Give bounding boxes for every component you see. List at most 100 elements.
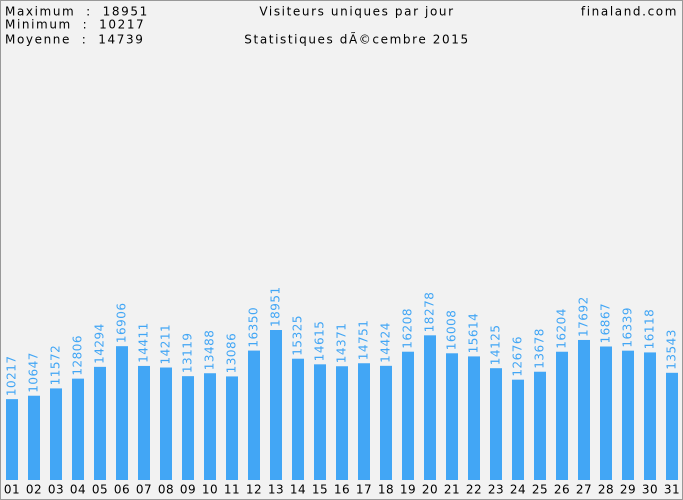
- value-label: 13678: [533, 328, 547, 369]
- x-tick-label: 31: [664, 483, 680, 497]
- bar: [160, 367, 172, 480]
- value-label: 18278: [423, 292, 437, 333]
- bar: [50, 388, 62, 480]
- site-name: finaland.com: [581, 5, 678, 19]
- x-tick-label: 29: [620, 483, 636, 497]
- value-label: 12676: [511, 336, 525, 377]
- bar: [578, 339, 590, 480]
- x-tick-label: 15: [312, 483, 328, 497]
- x-tick-label: 16: [334, 483, 350, 497]
- bar: [380, 365, 392, 480]
- value-label: 11572: [49, 345, 63, 386]
- x-tick-label: 17: [356, 483, 372, 497]
- bar: [138, 365, 150, 480]
- bar: [182, 376, 194, 480]
- value-label: 14125: [489, 325, 503, 366]
- value-label: 14615: [313, 321, 327, 362]
- x-tick-label: 08: [158, 483, 174, 497]
- value-label: 16208: [401, 308, 415, 349]
- value-label: 16350: [247, 307, 261, 348]
- x-tick-label: 04: [70, 483, 86, 497]
- value-label: 10217: [5, 355, 19, 396]
- value-label: 10647: [27, 352, 41, 393]
- bar: [358, 363, 370, 480]
- x-tick-label: 11: [224, 483, 240, 497]
- x-tick-label: 07: [136, 483, 152, 497]
- x-tick-label: 05: [92, 483, 108, 497]
- x-tick-label: 18: [378, 483, 394, 497]
- value-label: 14211: [159, 324, 173, 365]
- value-label: 14294: [93, 323, 107, 364]
- x-tick-label: 27: [576, 483, 592, 497]
- x-tick-label: 28: [598, 483, 614, 497]
- value-label: 16339: [621, 307, 635, 348]
- x-tick-label: 09: [180, 483, 196, 497]
- bar: [270, 330, 282, 480]
- x-tick-label: 01: [4, 483, 20, 497]
- bar: [72, 378, 84, 480]
- x-tick-label: 25: [532, 483, 548, 497]
- value-label: 16867: [599, 303, 613, 344]
- bar: [512, 379, 524, 480]
- value-label: 12806: [71, 335, 85, 376]
- summary-avg: Moyenne : 14739: [5, 33, 144, 47]
- x-tick-label: 30: [642, 483, 658, 497]
- value-label: 15614: [467, 313, 481, 354]
- x-tick-label: 19: [400, 483, 416, 497]
- bar: [28, 395, 40, 480]
- chart-subtitle: Statistiques dÃ©cembre 2015: [244, 32, 469, 47]
- value-label: 16204: [555, 308, 569, 349]
- value-label: 14751: [357, 320, 371, 361]
- value-label: 18951: [269, 286, 283, 327]
- value-label: 14411: [137, 322, 151, 363]
- summary-min: Minimum : 10217: [5, 18, 145, 32]
- bar: [490, 368, 502, 480]
- value-label: 16008: [445, 310, 459, 351]
- value-label: 13488: [203, 330, 217, 371]
- x-tick-label: 24: [510, 483, 526, 497]
- bar: [336, 366, 348, 480]
- bar: [534, 371, 546, 480]
- bar: [116, 346, 128, 480]
- value-label: 14424: [379, 322, 393, 363]
- value-label: 15325: [291, 315, 305, 356]
- x-tick-label: 12: [246, 483, 262, 497]
- bar: [402, 351, 414, 480]
- x-tick-label: 03: [48, 483, 64, 497]
- value-label: 17692: [577, 296, 591, 337]
- value-label: 14371: [335, 323, 349, 364]
- value-label: 16906: [115, 302, 129, 343]
- bar: [556, 351, 568, 480]
- bar: [6, 399, 18, 480]
- summary-max: Maximum : 18951: [5, 5, 149, 19]
- x-tick-label: 22: [466, 483, 482, 497]
- bar: [226, 376, 238, 480]
- x-tick-label: 26: [554, 483, 570, 497]
- x-tick-label: 02: [26, 483, 42, 497]
- x-tick-label: 13: [268, 483, 284, 497]
- value-label: 16118: [643, 309, 657, 350]
- bar: [314, 364, 326, 480]
- bar: [94, 366, 106, 480]
- x-tick-label: 06: [114, 483, 130, 497]
- value-label: 13119: [181, 332, 195, 373]
- x-tick-label: 21: [444, 483, 460, 497]
- bar: [666, 372, 678, 480]
- x-tick-label: 14: [290, 483, 306, 497]
- bar: [468, 356, 480, 480]
- bar: [204, 373, 216, 480]
- bar: [600, 346, 612, 480]
- x-tick-label: 23: [488, 483, 504, 497]
- chart-title: Visiteurs uniques par jour: [259, 5, 454, 19]
- x-tick-label: 10: [202, 483, 218, 497]
- bar: [644, 352, 656, 480]
- bar: [292, 358, 304, 480]
- value-label: 13543: [665, 329, 679, 370]
- value-label: 13086: [225, 333, 239, 374]
- bar: [622, 350, 634, 480]
- bar: [424, 335, 436, 480]
- x-tick-label: 20: [422, 483, 438, 497]
- bar: [248, 350, 260, 480]
- bar: [446, 353, 458, 480]
